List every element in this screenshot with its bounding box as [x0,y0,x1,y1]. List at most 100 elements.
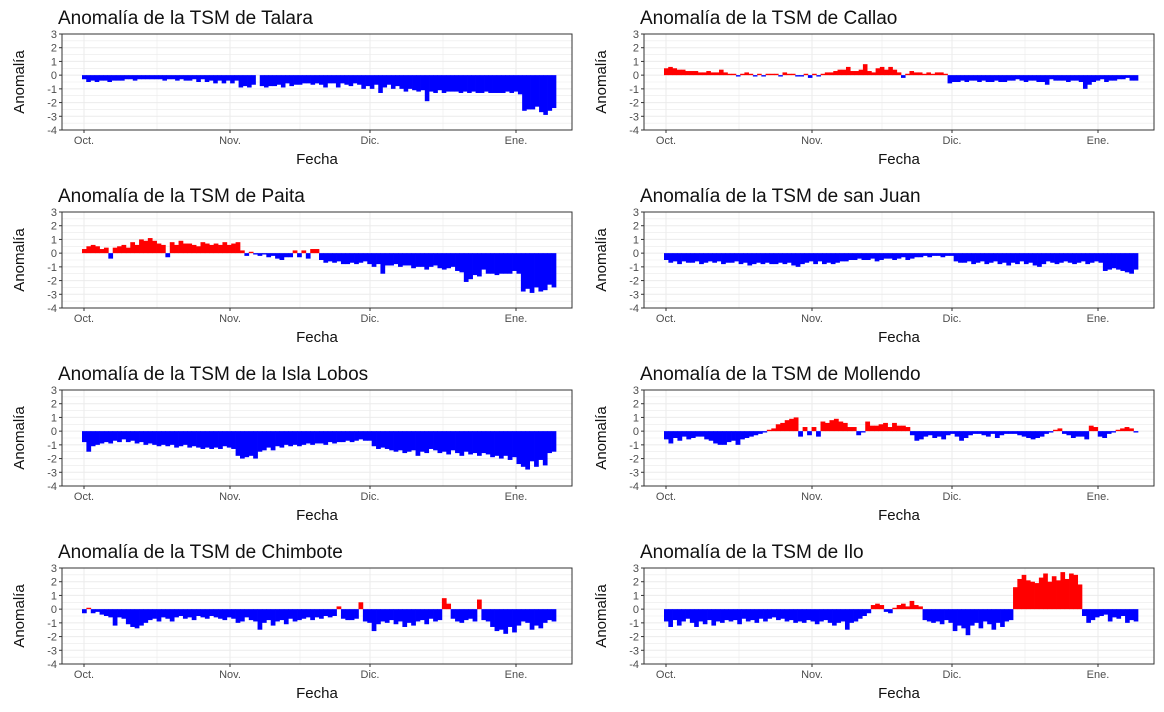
anomaly-bar [1095,75,1101,81]
anomaly-bar [985,431,991,437]
anomaly-bar [1074,75,1080,81]
anomaly-bar [704,431,710,440]
anomaly-bar [1133,75,1139,81]
anomaly-bar [764,253,770,263]
y-tick-label: 3 [633,29,639,41]
anomaly-bar [1094,253,1099,262]
anomaly-bar [763,609,768,622]
anomaly-bar [901,425,906,432]
anomaly-bar [522,75,527,111]
anomaly-bar [1061,431,1067,434]
y-tick-label: 2 [633,577,639,589]
anomaly-bar [542,609,548,623]
y-tick-label: 2 [633,399,639,411]
anomaly-bar [867,71,872,76]
anomaly-bar [472,253,478,276]
y-tick-label: 3 [51,29,57,41]
anomaly-bar [86,246,92,254]
anomaly-bar [1002,75,1008,82]
anomaly-bar [266,431,272,448]
anomaly-bar [534,75,540,107]
anomaly-bar [694,253,700,262]
y-tick-label: -2 [629,276,639,288]
anomaly-bar [1023,253,1029,265]
anomaly-bar [945,431,951,436]
anomaly-bar [1006,75,1012,81]
x-tick-label: Dic. [361,313,380,325]
anomaly-bar [463,609,469,621]
anomaly-bar [926,72,931,76]
anomaly-bar [503,609,509,634]
anomaly-bar [120,75,125,81]
anomaly-bar [103,431,109,443]
anomaly-bar [944,609,949,621]
anomaly-bar [331,75,337,84]
anomaly-bar [816,431,821,437]
anomaly-bar [240,431,245,459]
x-tick-label: Dic. [943,669,962,681]
anomaly-bar [964,75,970,82]
anomaly-bar [174,431,179,448]
anomaly-bar [90,244,96,254]
anomaly-bar [987,609,992,625]
anomaly-bar [935,609,941,622]
anomaly-bar [861,253,867,260]
anomaly-bar [196,246,201,254]
anomaly-bar [738,253,744,265]
anomaly-bar [1133,253,1139,270]
anomaly-bar [130,609,136,627]
anomaly-bar [850,71,855,76]
anomaly-bar [676,609,682,626]
y-tick-label: -1 [629,618,639,630]
anomaly-bar [335,75,341,88]
anomaly-bar [285,75,290,84]
anomaly-bar [703,253,709,263]
anomaly-bar [455,253,460,271]
anomaly-bar [494,609,500,632]
anomaly-bar [1041,253,1047,265]
y-axis-label: Anomalía [593,584,610,648]
anomaly-bar [689,71,694,76]
anomaly-bar [419,609,425,621]
anomaly-bar [534,609,539,626]
anomaly-bar [901,253,906,258]
anomaly-bar [1060,572,1066,610]
anomaly-bar [437,609,443,621]
anomaly-bar [327,253,333,262]
anomaly-bar [941,431,947,440]
anomaly-bar [134,244,140,254]
anomaly-bar [750,609,755,621]
anomaly-bar [793,609,798,623]
anomaly-bar [145,75,151,80]
anomaly-bar [848,253,854,260]
anomaly-bar [310,75,316,85]
anomaly-bar [884,69,889,76]
anomaly-bar [858,69,864,76]
anomaly-bar [914,253,919,258]
anomaly-bar [305,253,311,259]
anomaly-bar [437,431,443,454]
anomaly-bar [1019,75,1025,81]
anomaly-bar [743,253,748,263]
anomaly-bar [780,609,786,619]
anomaly-bar [450,431,456,451]
anomaly-bar [735,75,741,77]
anomaly-bar [888,609,893,614]
chart-title: Anomalía de la TSM de san Juan [640,186,921,207]
anomaly-bar [323,75,328,88]
anomaly-bar [905,253,911,260]
anomaly-bar [209,431,215,449]
anomaly-bar [446,431,452,455]
y-tick-label: -1 [629,440,639,452]
anomaly-bar [778,253,783,263]
anomaly-bar [490,253,495,274]
anomaly-bar [380,609,386,622]
anomaly-bar [178,609,184,616]
y-tick-label: 2 [633,221,639,233]
anomaly-bar [774,73,779,76]
anomaly-bar [526,75,531,110]
anomaly-bar [896,72,902,76]
anomaly-bar [943,73,948,76]
anomaly-bar [1044,431,1049,434]
